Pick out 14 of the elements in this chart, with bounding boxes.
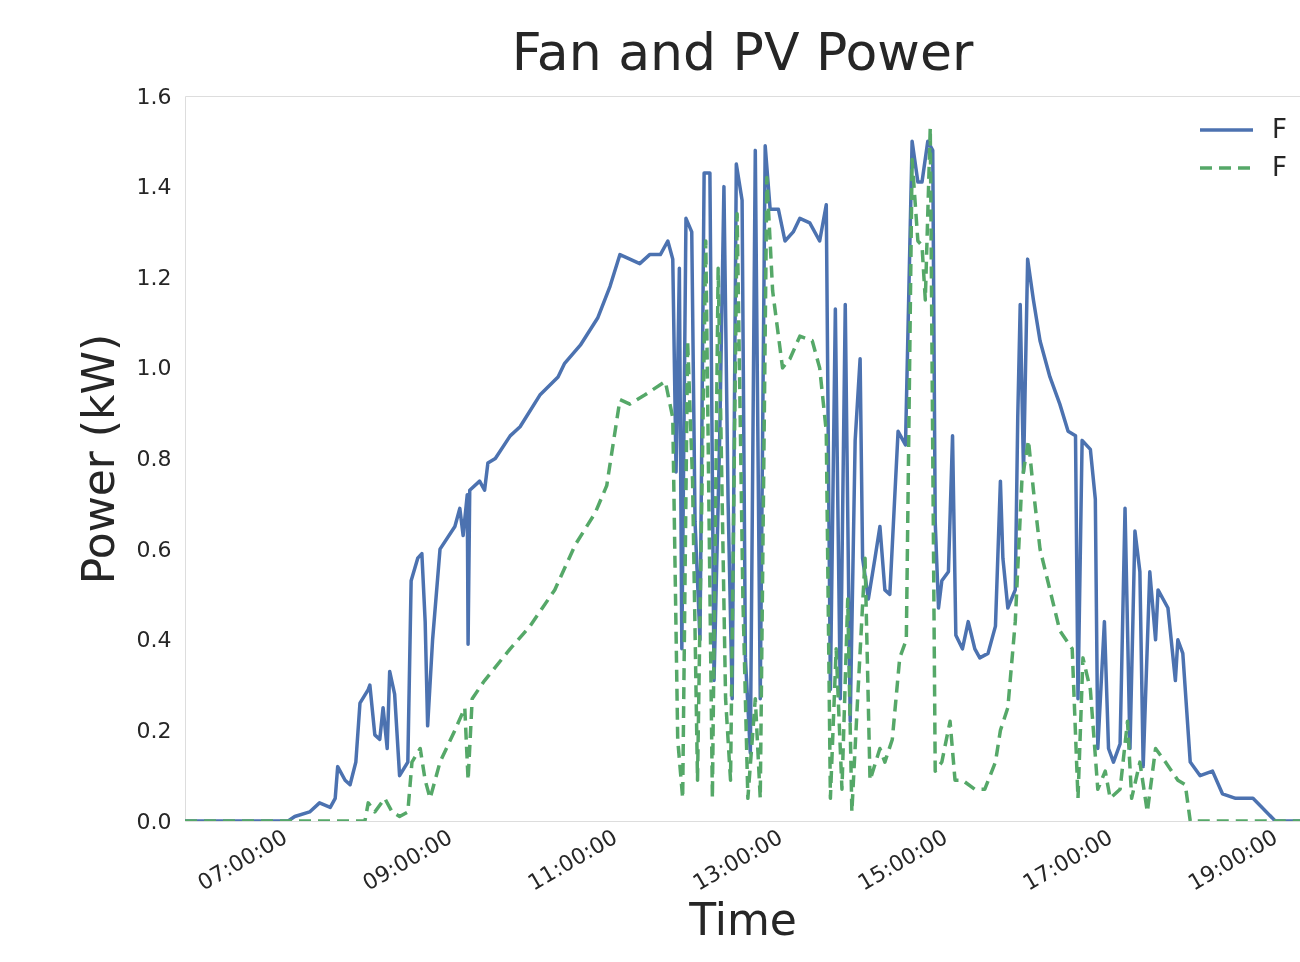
y-tick-label: 0.6 [136,536,172,562]
y-tick-label: 1.4 [136,174,172,200]
legend-label: F [1272,152,1287,182]
y-tick-label: 0.8 [136,446,172,471]
y-tick-label: 1.0 [136,355,172,381]
y-tick-label: 1.2 [136,264,172,290]
y-tick-label: 0.4 [136,627,172,653]
y-axis-title: Power (kW) [72,333,124,585]
y-tick-label: 0.2 [136,717,172,743]
x-axis-title: Time [688,894,797,946]
y-tick-label: 1.6 [136,83,172,109]
legend-label: F [1272,114,1287,144]
chart-title: Fan and PV Power [511,22,974,82]
y-tick-label: 0.0 [136,808,172,834]
